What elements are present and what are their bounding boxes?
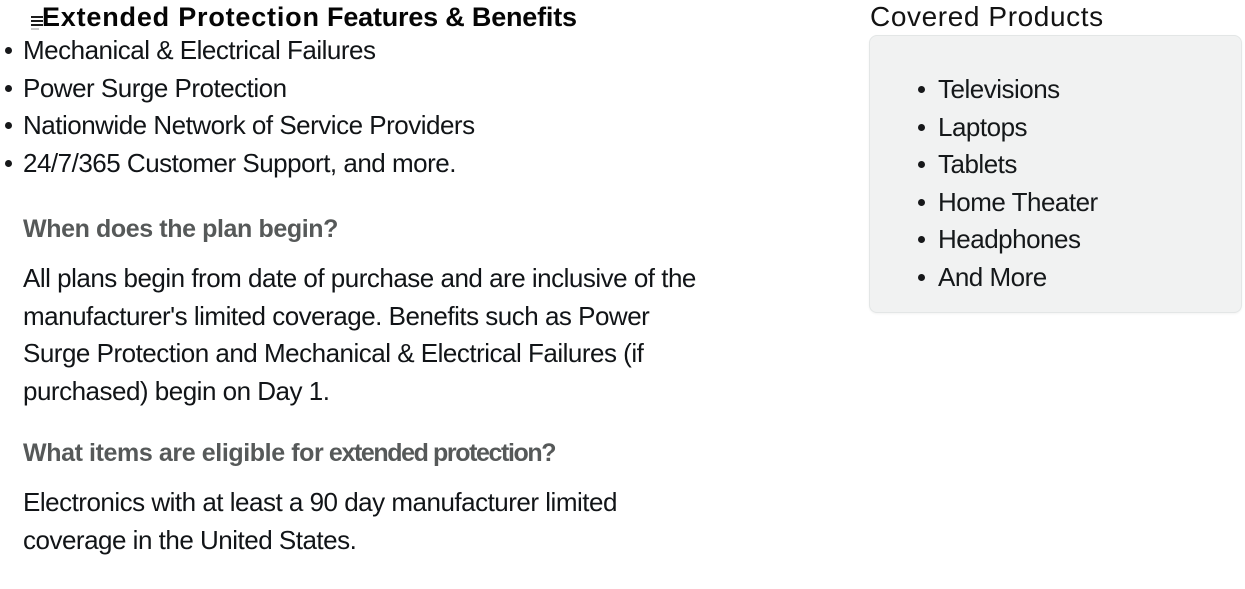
product-text: And More <box>938 261 1047 292</box>
page-title-part-2: Features & Benefits <box>319 2 577 32</box>
faq-question-eligible-items: What items are eligible for extended pro… <box>23 440 810 466</box>
extended-protection-section: Extended Protection Features & Benefits … <box>0 2 810 559</box>
bullet-icon <box>5 84 12 92</box>
product-item: Home Theater <box>918 184 1227 222</box>
product-text: Laptops <box>938 111 1028 142</box>
covered-products-section: Covered Products Televisions Laptops Tab… <box>868 0 1245 313</box>
question-part-1: What items are eligible for <box>23 439 324 467</box>
answer-line: purchased) begin on Day 1. <box>23 375 330 406</box>
answer-line: Electronics with at least a 90 day manuf… <box>23 487 617 517</box>
benefit-item: Mechanical & Electrical Failures <box>0 32 810 70</box>
answer-line: Surge Protection and Mechanical & Electr… <box>23 338 644 368</box>
covered-products-title: Covered Products <box>870 1 1104 32</box>
faq-answer-eligible-items: Electronics with at least a 90 day manuf… <box>23 484 810 559</box>
answer-line: All plans begin from date of purchase an… <box>23 263 696 293</box>
faq-question-plan-begin: When does the plan begin? <box>23 215 339 243</box>
product-item: Laptops <box>918 109 1227 147</box>
product-item: Headphones <box>918 221 1227 259</box>
bullet-icon <box>918 86 925 93</box>
benefit-text: Power Surge Protection <box>23 72 287 103</box>
bullet-icon <box>918 236 925 243</box>
product-text: Headphones <box>938 224 1081 254</box>
bullet-icon <box>5 122 12 129</box>
bullet-icon <box>918 273 925 281</box>
benefit-item: Nationwide Network of Service Providers <box>0 107 810 145</box>
product-text: Home Theater <box>938 186 1098 217</box>
bullet-icon <box>918 123 925 131</box>
benefit-text: Nationwide Network of Service Providers <box>23 110 475 140</box>
product-text: Televisions <box>938 74 1060 104</box>
question-part-2: extended protection? <box>323 439 557 467</box>
answer-line: manufacturer's limited coverage. Benefit… <box>23 300 650 331</box>
page-title-part-1: Extended Protection <box>42 2 320 32</box>
glitch-artifact <box>31 16 43 32</box>
bullet-icon <box>918 198 925 206</box>
bullet-icon <box>5 159 12 167</box>
bullet-icon <box>918 161 925 168</box>
benefit-item: 24/7/365 Customer Support, and more. <box>0 145 810 183</box>
benefits-list: Mechanical & Electrical Failures Power S… <box>0 32 810 182</box>
faq-answer-plan-begin: All plans begin from date of purchase an… <box>23 260 810 410</box>
benefit-item: Power Surge Protection <box>0 70 810 108</box>
benefit-text: Mechanical & Electrical Failures <box>23 35 376 65</box>
page-title: Extended Protection Features & Benefits <box>42 2 810 32</box>
covered-products-box: Televisions Laptops Tablets Home Theater… <box>869 35 1242 313</box>
bullet-icon <box>5 47 12 54</box>
product-item: Televisions <box>918 71 1227 109</box>
product-item: And More <box>918 259 1227 297</box>
covered-products-list: Televisions Laptops Tablets Home Theater… <box>918 71 1227 296</box>
product-text: Tablets <box>938 149 1017 179</box>
answer-line: coverage in the United States. <box>23 524 357 555</box>
benefit-text: 24/7/365 Customer Support, and more. <box>23 147 456 178</box>
product-item: Tablets <box>918 146 1227 184</box>
